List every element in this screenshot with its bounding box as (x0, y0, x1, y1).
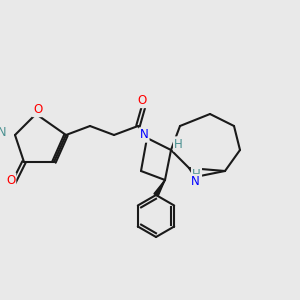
Polygon shape (154, 180, 165, 196)
Text: HN: HN (0, 125, 8, 139)
Text: H: H (192, 167, 201, 181)
Text: O: O (6, 173, 15, 187)
Text: N: N (190, 175, 200, 188)
Text: N: N (140, 128, 148, 142)
Text: O: O (138, 94, 147, 107)
Text: O: O (33, 103, 42, 116)
Text: H: H (174, 137, 183, 151)
